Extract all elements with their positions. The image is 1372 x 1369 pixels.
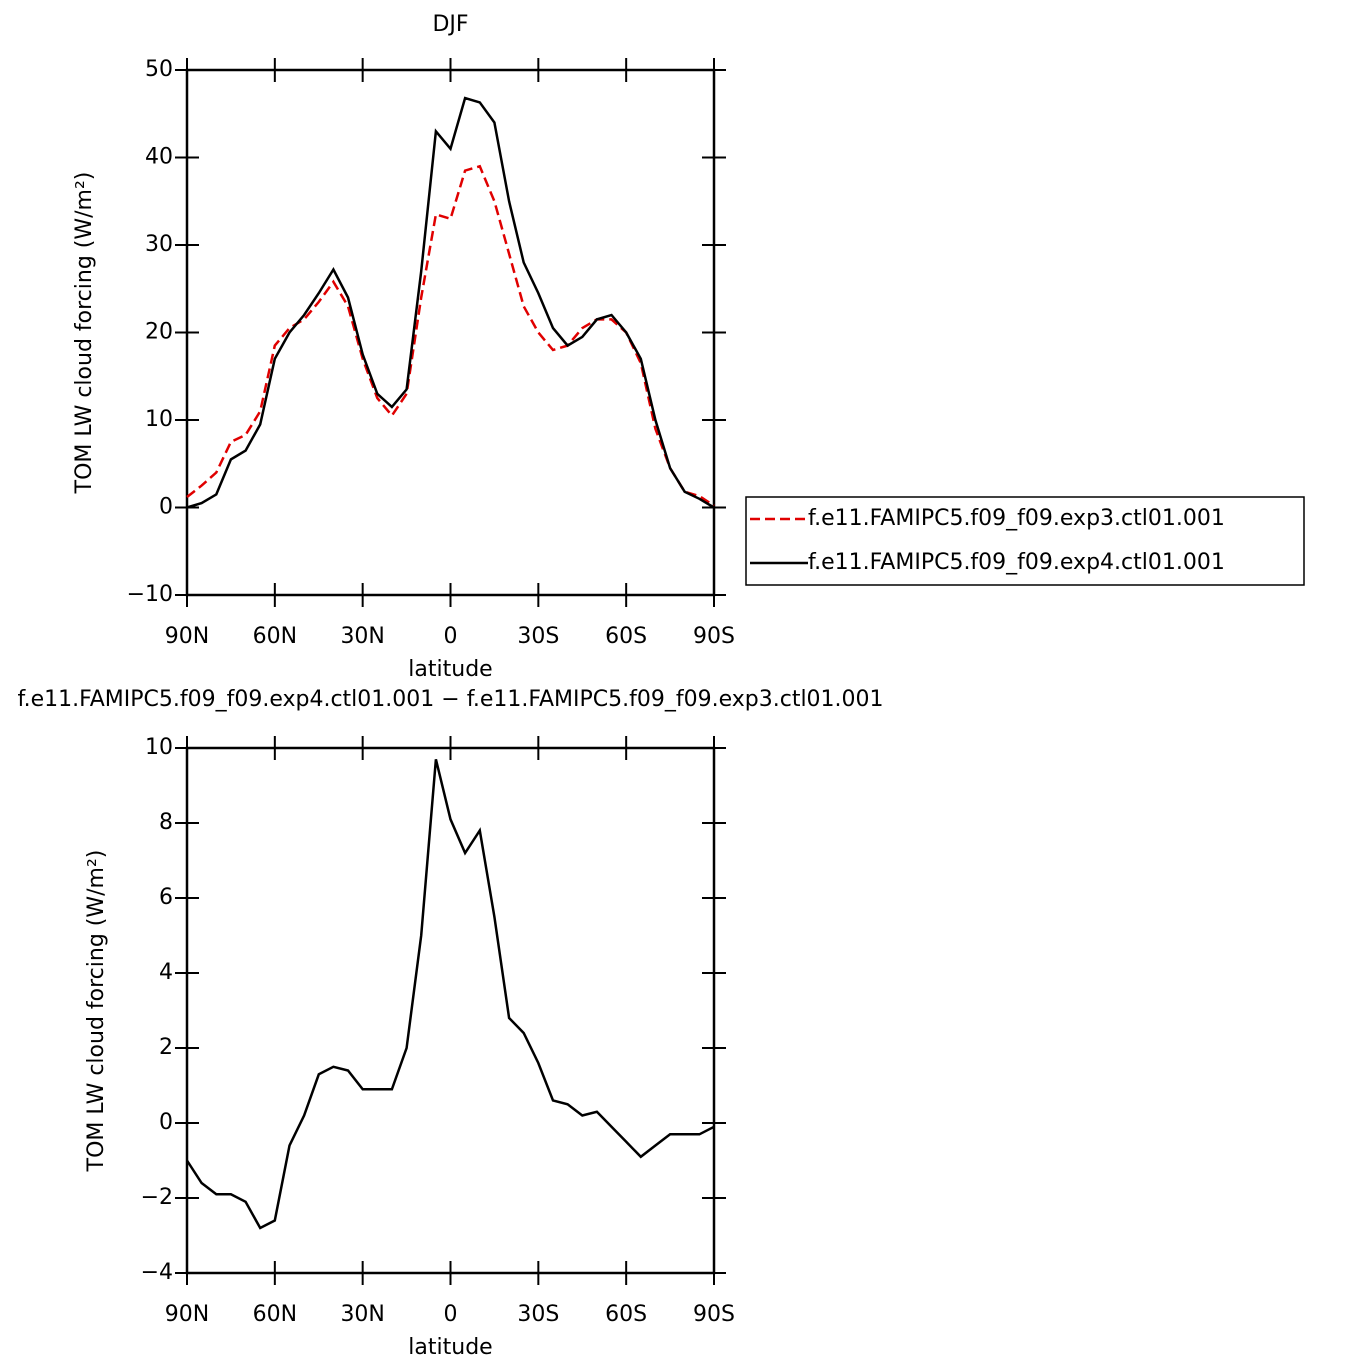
y-tick-label: 4 [159, 960, 173, 985]
y-axis-label: TOM LW cloud forcing (W/m²) [84, 850, 109, 1173]
x-axis-label: latitude [408, 1335, 492, 1360]
x-tick-label: 30S [517, 1302, 559, 1327]
legend-label: f.e11.FAMIPC5.f09_f09.exp3.ctl01.001 [808, 506, 1225, 531]
y-tick-label: 6 [159, 885, 173, 910]
chart-title: f.e11.FAMIPC5.f09_f09.exp4.ctl01.001 − f… [17, 687, 883, 712]
chart-title: DJF [432, 12, 468, 37]
line-series [185, 759, 715, 1230]
x-tick-label: 30N [340, 1302, 384, 1327]
y-tick-label: 40 [145, 145, 173, 170]
line-series [186, 164, 715, 507]
legend-box [745, 496, 1305, 586]
y-axis-label: TOM LW cloud forcing (W/m²) [72, 172, 97, 495]
x-tick-label: 0 [444, 624, 458, 649]
x-tick-label: 90S [693, 624, 735, 649]
y-tick-label: 0 [159, 495, 173, 520]
y-tick-label: 50 [145, 57, 173, 82]
plot-frame [185, 68, 716, 597]
y-tick-label: 20 [145, 320, 173, 345]
x-axis-label: latitude [408, 657, 492, 682]
y-tick-label: 8 [159, 810, 173, 835]
x-tick-label: 90N [165, 624, 209, 649]
x-tick-label: 90N [165, 1302, 209, 1327]
x-tick-label: 60N [253, 624, 297, 649]
x-tick-label: 30S [517, 624, 559, 649]
x-tick-label: 60S [605, 624, 647, 649]
y-tick-label: −2 [141, 1185, 173, 1210]
y-tick-label: 10 [145, 407, 173, 432]
y-tick-label: 30 [145, 232, 173, 257]
legend-label: f.e11.FAMIPC5.f09_f09.exp4.ctl01.001 [808, 550, 1225, 575]
x-tick-label: 30N [340, 624, 384, 649]
x-tick-label: 0 [444, 1302, 458, 1327]
plot-frame [185, 746, 716, 1275]
line-series [186, 96, 715, 509]
x-tick-label: 60S [605, 1302, 647, 1327]
x-tick-label: 60N [253, 1302, 297, 1327]
y-tick-label: 0 [159, 1110, 173, 1135]
y-tick-label: 10 [145, 735, 173, 760]
y-tick-label: −4 [141, 1260, 173, 1285]
y-tick-label: −10 [127, 582, 173, 607]
y-tick-label: 2 [159, 1035, 173, 1060]
x-tick-label: 90S [693, 1302, 735, 1327]
